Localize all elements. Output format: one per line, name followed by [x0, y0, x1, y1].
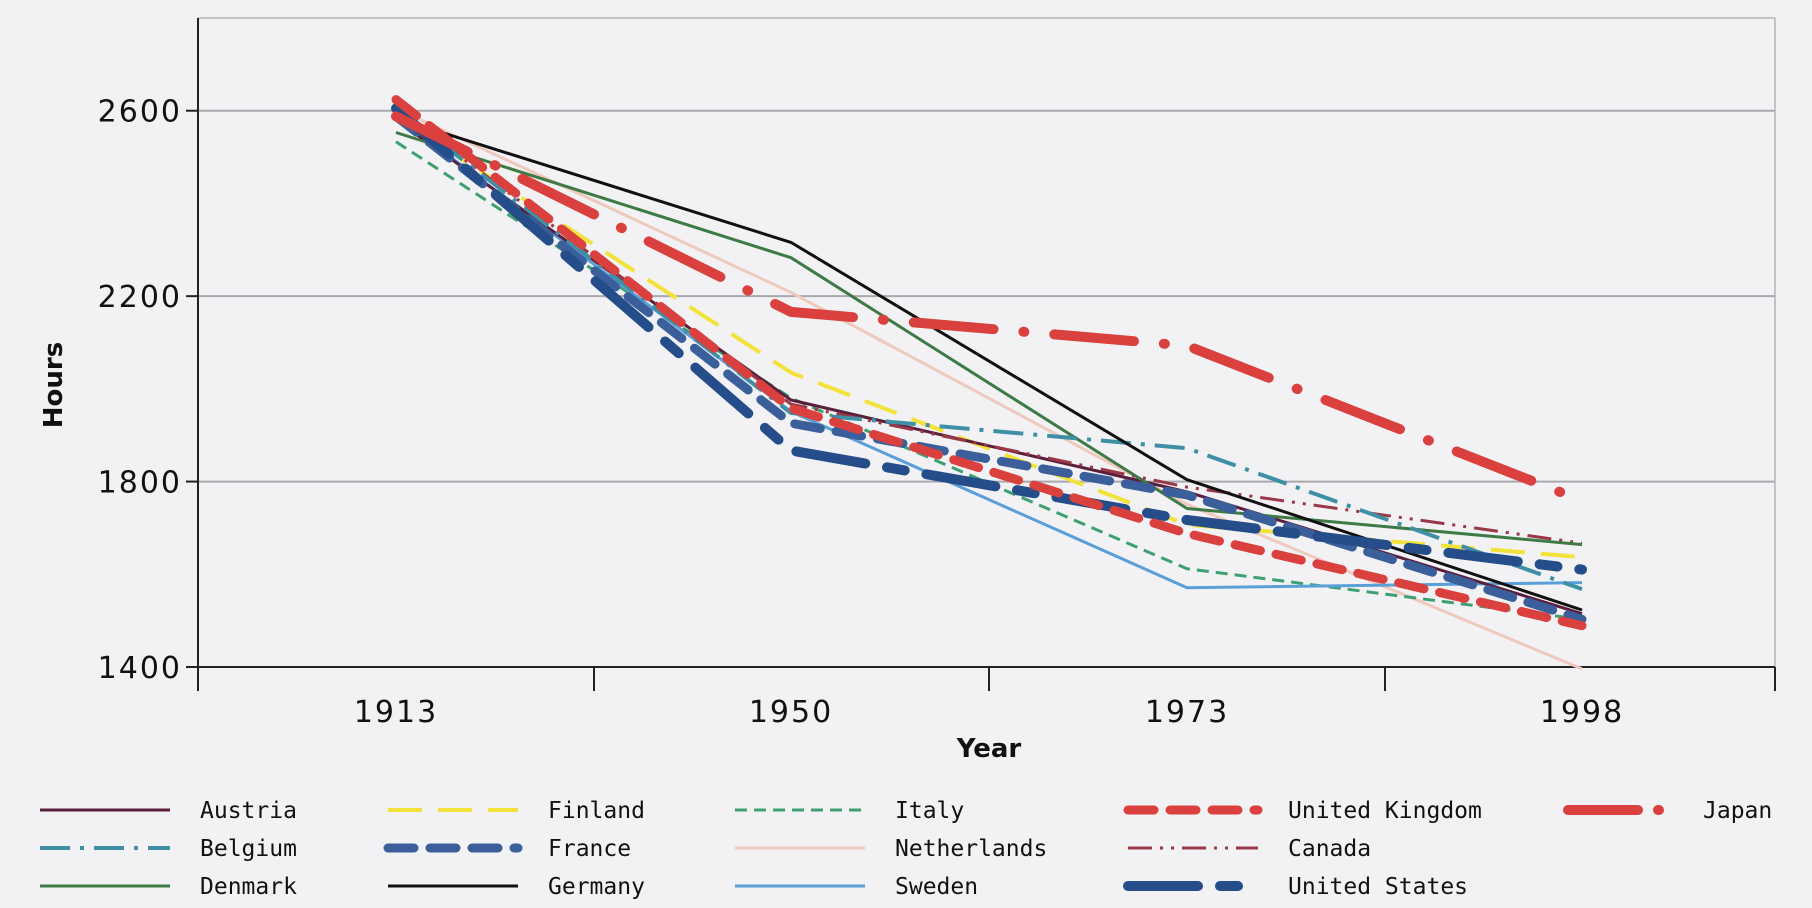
series-lines — [391, 95, 1587, 671]
legend-label-netherlands: Netherlands — [895, 836, 1047, 862]
y-tick-labels: 1400 1800 2200 2600 — [98, 95, 182, 686]
y-tick-label: 2200 — [98, 280, 182, 315]
legend-item-germany: Germany — [388, 874, 645, 900]
legend-label-united-kingdom: United Kingdom — [1288, 798, 1482, 824]
legend-item-france: France — [383, 836, 631, 862]
x-tick-labels: 1913 1950 1973 1998 — [354, 695, 1624, 730]
legend-label-denmark: Denmark — [200, 874, 297, 900]
x-axis-title: Year — [956, 734, 1022, 764]
legend-item-austria: Austria — [40, 798, 297, 824]
legend-label-italy: Italy — [895, 798, 964, 824]
x-tick-label: 1913 — [354, 695, 438, 730]
y-tick-label: 1400 — [98, 651, 182, 686]
series-line-france — [391, 111, 1587, 624]
legend-item-japan: Japan — [1563, 798, 1772, 824]
legend-label-japan: Japan — [1703, 798, 1772, 824]
series-line-belgium — [394, 106, 1583, 591]
legend-label-austria: Austria — [200, 798, 297, 824]
x-tick-label: 1973 — [1145, 695, 1229, 730]
x-tick-label: 1950 — [749, 695, 833, 730]
legend: Austria Finland Italy United Kingdom Japan Be… — [40, 798, 1772, 900]
legend-item-united-states: United States — [1123, 874, 1468, 900]
series-line-united-kingdom — [391, 95, 1587, 631]
series-line-united-states — [391, 103, 1587, 575]
series-line-sweden — [395, 115, 1583, 590]
x-tick-label: 1998 — [1540, 695, 1624, 730]
legend-item-sweden: Sweden — [735, 874, 978, 900]
axes — [186, 17, 1776, 691]
y-tick-label: 2600 — [98, 95, 182, 130]
legend-label-belgium: Belgium — [200, 836, 297, 862]
legend-item-denmark: Denmark — [40, 874, 297, 900]
series-line-denmark — [395, 131, 1583, 547]
legend-label-sweden: Sweden — [895, 874, 978, 900]
legend-label-united-states: United States — [1288, 874, 1468, 900]
legend-item-belgium: Belgium — [40, 836, 297, 862]
y-tick-label: 1800 — [98, 466, 182, 501]
series-line-finland — [394, 114, 1583, 560]
legend-label-france: France — [548, 836, 631, 862]
series-line-japan — [391, 111, 1587, 506]
legend-label-canada: Canada — [1288, 836, 1371, 862]
legend-item-finland: Finland — [388, 798, 645, 824]
legend-item-italy: Italy — [735, 798, 964, 824]
legend-item-canada: Canada — [1128, 836, 1371, 862]
legend-label-germany: Germany — [548, 874, 645, 900]
legend-item-united-kingdom: United Kingdom — [1123, 798, 1482, 824]
series-line-canada — [395, 107, 1583, 545]
y-axis-title: Hours — [39, 342, 69, 428]
legend-label-finland: Finland — [548, 798, 645, 824]
legend-item-netherlands: Netherlands — [735, 836, 1047, 862]
